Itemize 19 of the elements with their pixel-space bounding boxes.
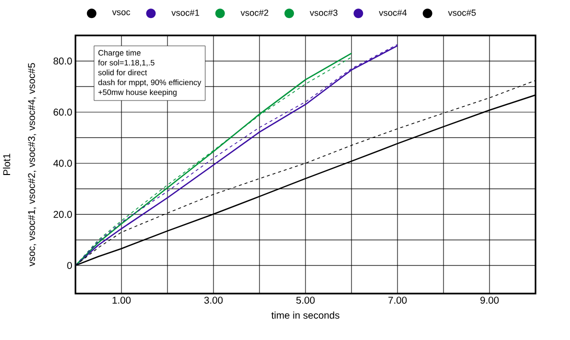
x-tick-label: 9.00 [480, 296, 499, 304]
legend-label: vsoc#3 [310, 10, 338, 16]
x-axis-title: time in seconds [271, 312, 340, 319]
x-tick-label: 1.00 [112, 296, 131, 304]
y-tick-label: 20.0 [54, 210, 72, 218]
legend-label: vsoc#1 [171, 10, 200, 16]
x-tick-label: 3.00 [204, 296, 223, 304]
y-axis-title: Plot1 [2, 154, 10, 176]
y-tick-label: 40.0 [53, 160, 72, 167]
y-tick-label: 80.0 [54, 58, 72, 65]
legend-label: vsoc#5 [448, 10, 476, 16]
legend-label: vsoc [112, 10, 130, 16]
legend-label: vsoc#4 [378, 10, 407, 16]
y-tick-label: 0 [67, 262, 72, 270]
y-tick-label: 60.0 [54, 108, 72, 116]
text: vsoc, vsoc#1, vsoc#2, vsoc#3, vsoc#4, vsoc#5 [28, 63, 36, 266]
x-tick-label: 5.00 [296, 296, 315, 304]
x-tick-label: 7.00 [388, 296, 407, 304]
legend-label: vsoc#2 [240, 10, 268, 16]
